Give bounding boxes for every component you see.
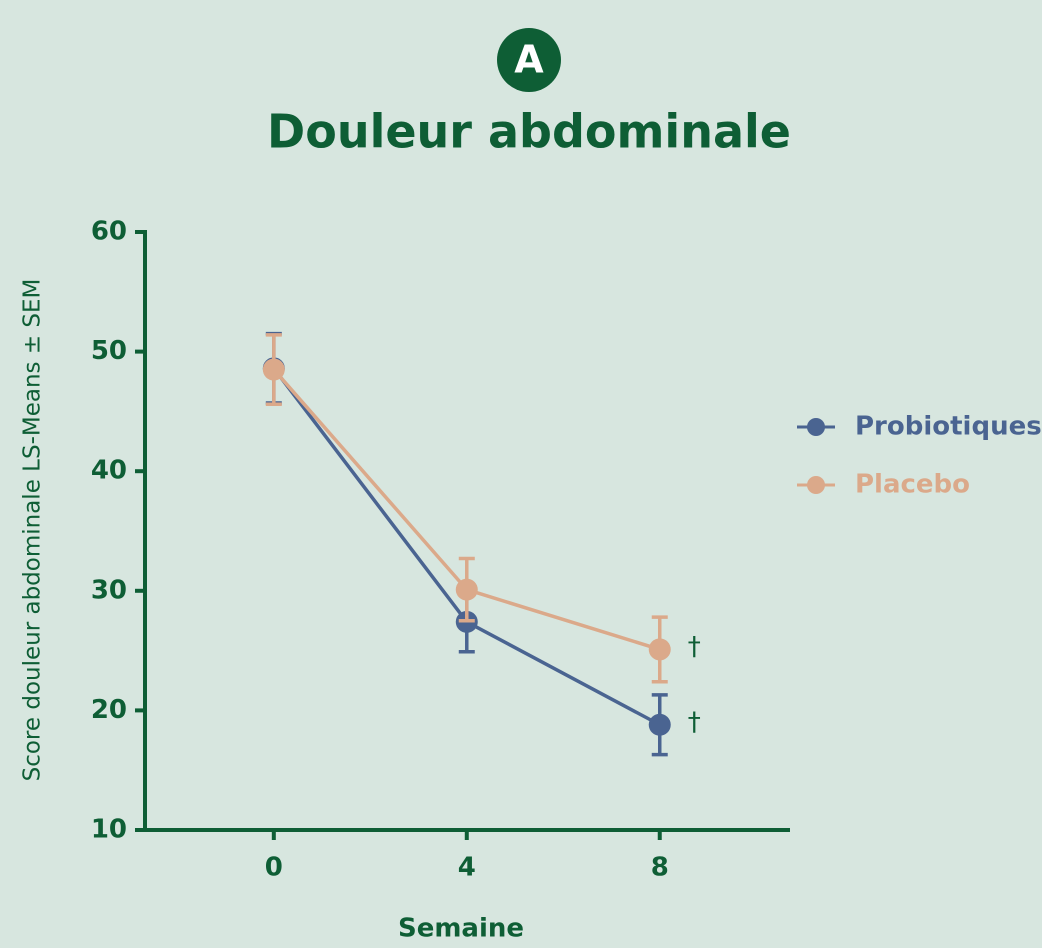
point-label: † — [688, 632, 701, 662]
x-tick-label: 8 — [651, 853, 669, 883]
x-axis-label: Semaine — [398, 914, 524, 944]
y-tick-label: 60 — [91, 217, 127, 247]
y-tick-label: 50 — [91, 336, 127, 366]
x-tick-label: 0 — [265, 853, 283, 883]
data-point — [648, 638, 671, 661]
y-tick-label: 20 — [91, 695, 127, 725]
legend-marker — [807, 476, 825, 494]
legend-label: Probiotiques — [855, 412, 1042, 442]
y-tick-label: 30 — [91, 575, 127, 605]
point-label: † — [688, 707, 701, 737]
data-point — [262, 358, 285, 381]
badge-circle — [497, 28, 561, 92]
legend-label: Placebo — [855, 470, 970, 500]
chart-title: Douleur abdominale — [267, 105, 791, 159]
legend-marker — [807, 418, 825, 436]
y-axis-label: Score douleur abdominale LS-Means ± SEM — [20, 279, 46, 782]
y-tick-label: 40 — [91, 456, 127, 486]
data-point — [648, 713, 671, 736]
badge: A — [514, 38, 544, 82]
data-point — [455, 578, 478, 601]
y-tick-label: 10 — [91, 815, 127, 845]
x-tick-label: 4 — [458, 853, 476, 883]
